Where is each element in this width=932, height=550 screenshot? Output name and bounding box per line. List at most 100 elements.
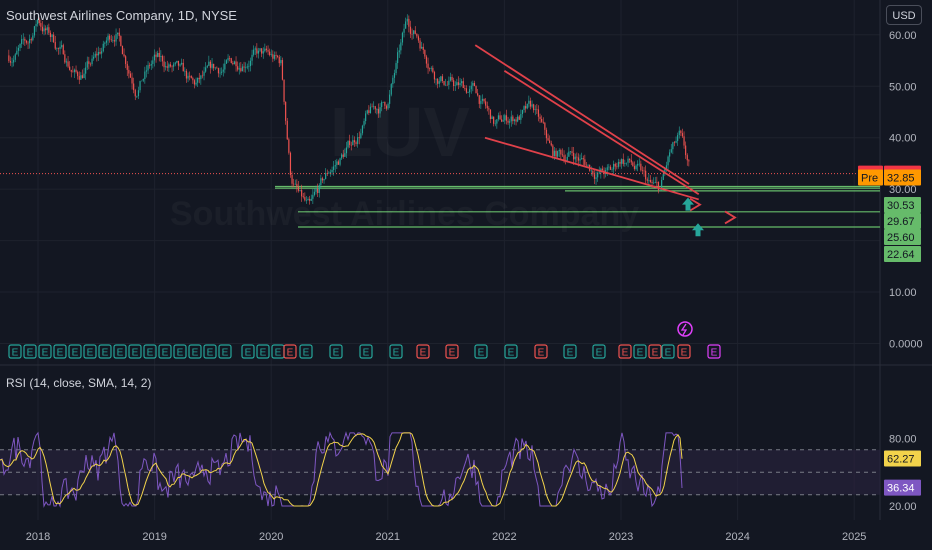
candle-body [515, 119, 517, 122]
candle-body [509, 121, 511, 123]
candle-body [659, 189, 661, 191]
candle-body [352, 140, 354, 146]
candle-body [406, 18, 408, 22]
candle-body [97, 51, 100, 56]
up-arrow-icon [692, 223, 704, 237]
earnings-marker-label: E [222, 348, 229, 359]
candle-body [105, 40, 108, 43]
candle-body [64, 54, 66, 63]
earnings-marker [53, 344, 67, 359]
candle-body [125, 56, 127, 64]
candle-body [294, 183, 296, 185]
candle-body [341, 154, 343, 159]
candle-body [493, 116, 495, 124]
earnings-marker-label: E [207, 348, 214, 359]
earnings-marker-label: E [508, 348, 515, 359]
candle-body [523, 106, 525, 111]
earnings-marker [389, 344, 403, 359]
candle-body [264, 48, 266, 52]
candle-body [486, 105, 488, 109]
candle-body [549, 140, 551, 144]
candle-body [470, 85, 472, 90]
rsi-sma-line [0, 432, 683, 507]
candle-body [72, 71, 74, 73]
candle-body [128, 69, 130, 74]
earnings-marker [618, 344, 632, 359]
candle-body [14, 54, 16, 60]
candle-body [513, 119, 516, 122]
candle-body [592, 170, 594, 175]
x-tick-label: 2020 [259, 531, 283, 543]
earnings-marker-label: E [596, 348, 603, 359]
earnings-marker-label: E [245, 348, 252, 359]
candle-body [462, 81, 464, 89]
candle-body [16, 50, 18, 55]
candle-body [285, 101, 287, 121]
candle-body [99, 51, 101, 54]
currency-button[interactable]: USD [886, 5, 922, 25]
candle-body [577, 157, 580, 161]
candle-body [569, 151, 572, 152]
candle-body [222, 69, 224, 72]
candle-body [336, 161, 338, 166]
candle-body [558, 150, 560, 152]
candle-body [238, 68, 240, 70]
candle-body [318, 185, 320, 193]
candle-body [69, 66, 71, 70]
candle-body [101, 51, 103, 54]
candle-body [518, 116, 520, 120]
arrow-head [689, 197, 702, 212]
candle-body [147, 65, 149, 71]
candle-body [277, 55, 279, 57]
earnings-marker-label: E [303, 348, 310, 359]
candle-body [113, 40, 116, 42]
candle-body [622, 159, 624, 164]
candle-body [510, 116, 512, 122]
candle-body [299, 189, 301, 191]
candle-body [365, 113, 367, 122]
candle-body [635, 165, 637, 169]
candle-body [40, 23, 42, 27]
candle-body [344, 153, 346, 157]
candle-body [141, 80, 143, 82]
candle-body [667, 156, 669, 166]
y-tick-label: 50.00 [889, 81, 917, 93]
candle-body [153, 54, 156, 61]
candle-body [673, 142, 676, 143]
x-tick-label: 2019 [142, 531, 166, 543]
earnings-marker-label: E [260, 348, 267, 359]
candle-body [373, 106, 375, 107]
candle-body [465, 88, 468, 93]
earnings-marker [592, 344, 606, 359]
candle-body [179, 64, 181, 66]
candle-body [377, 109, 380, 114]
premarket-tag-bg [858, 169, 883, 186]
earnings-marker-label: E [57, 348, 64, 359]
candle-body [240, 68, 242, 72]
rsi-indicator-title[interactable]: RSI (14, close, SMA, 14, 2) [6, 376, 152, 390]
candle-body [630, 160, 632, 163]
candle-body [435, 78, 437, 80]
candle-body [568, 151, 570, 157]
candle-body [581, 158, 583, 160]
candle-body [144, 71, 146, 79]
candle-body [395, 63, 397, 74]
candle-body [499, 115, 501, 120]
candle-body [104, 42, 106, 44]
candle-body [505, 115, 508, 121]
candle-body [456, 82, 458, 86]
candle-body [467, 92, 469, 93]
candle-body [617, 161, 620, 167]
candle-body [653, 182, 655, 184]
earnings-marker [416, 344, 430, 359]
candle-body [57, 48, 60, 50]
candle-body [201, 75, 204, 77]
candle-body [21, 39, 23, 44]
candle-body [233, 61, 236, 65]
candle-body [547, 138, 549, 141]
candle-body [206, 65, 208, 68]
candle-body [249, 60, 252, 67]
candle-body [219, 72, 221, 74]
split-icon [677, 321, 693, 337]
